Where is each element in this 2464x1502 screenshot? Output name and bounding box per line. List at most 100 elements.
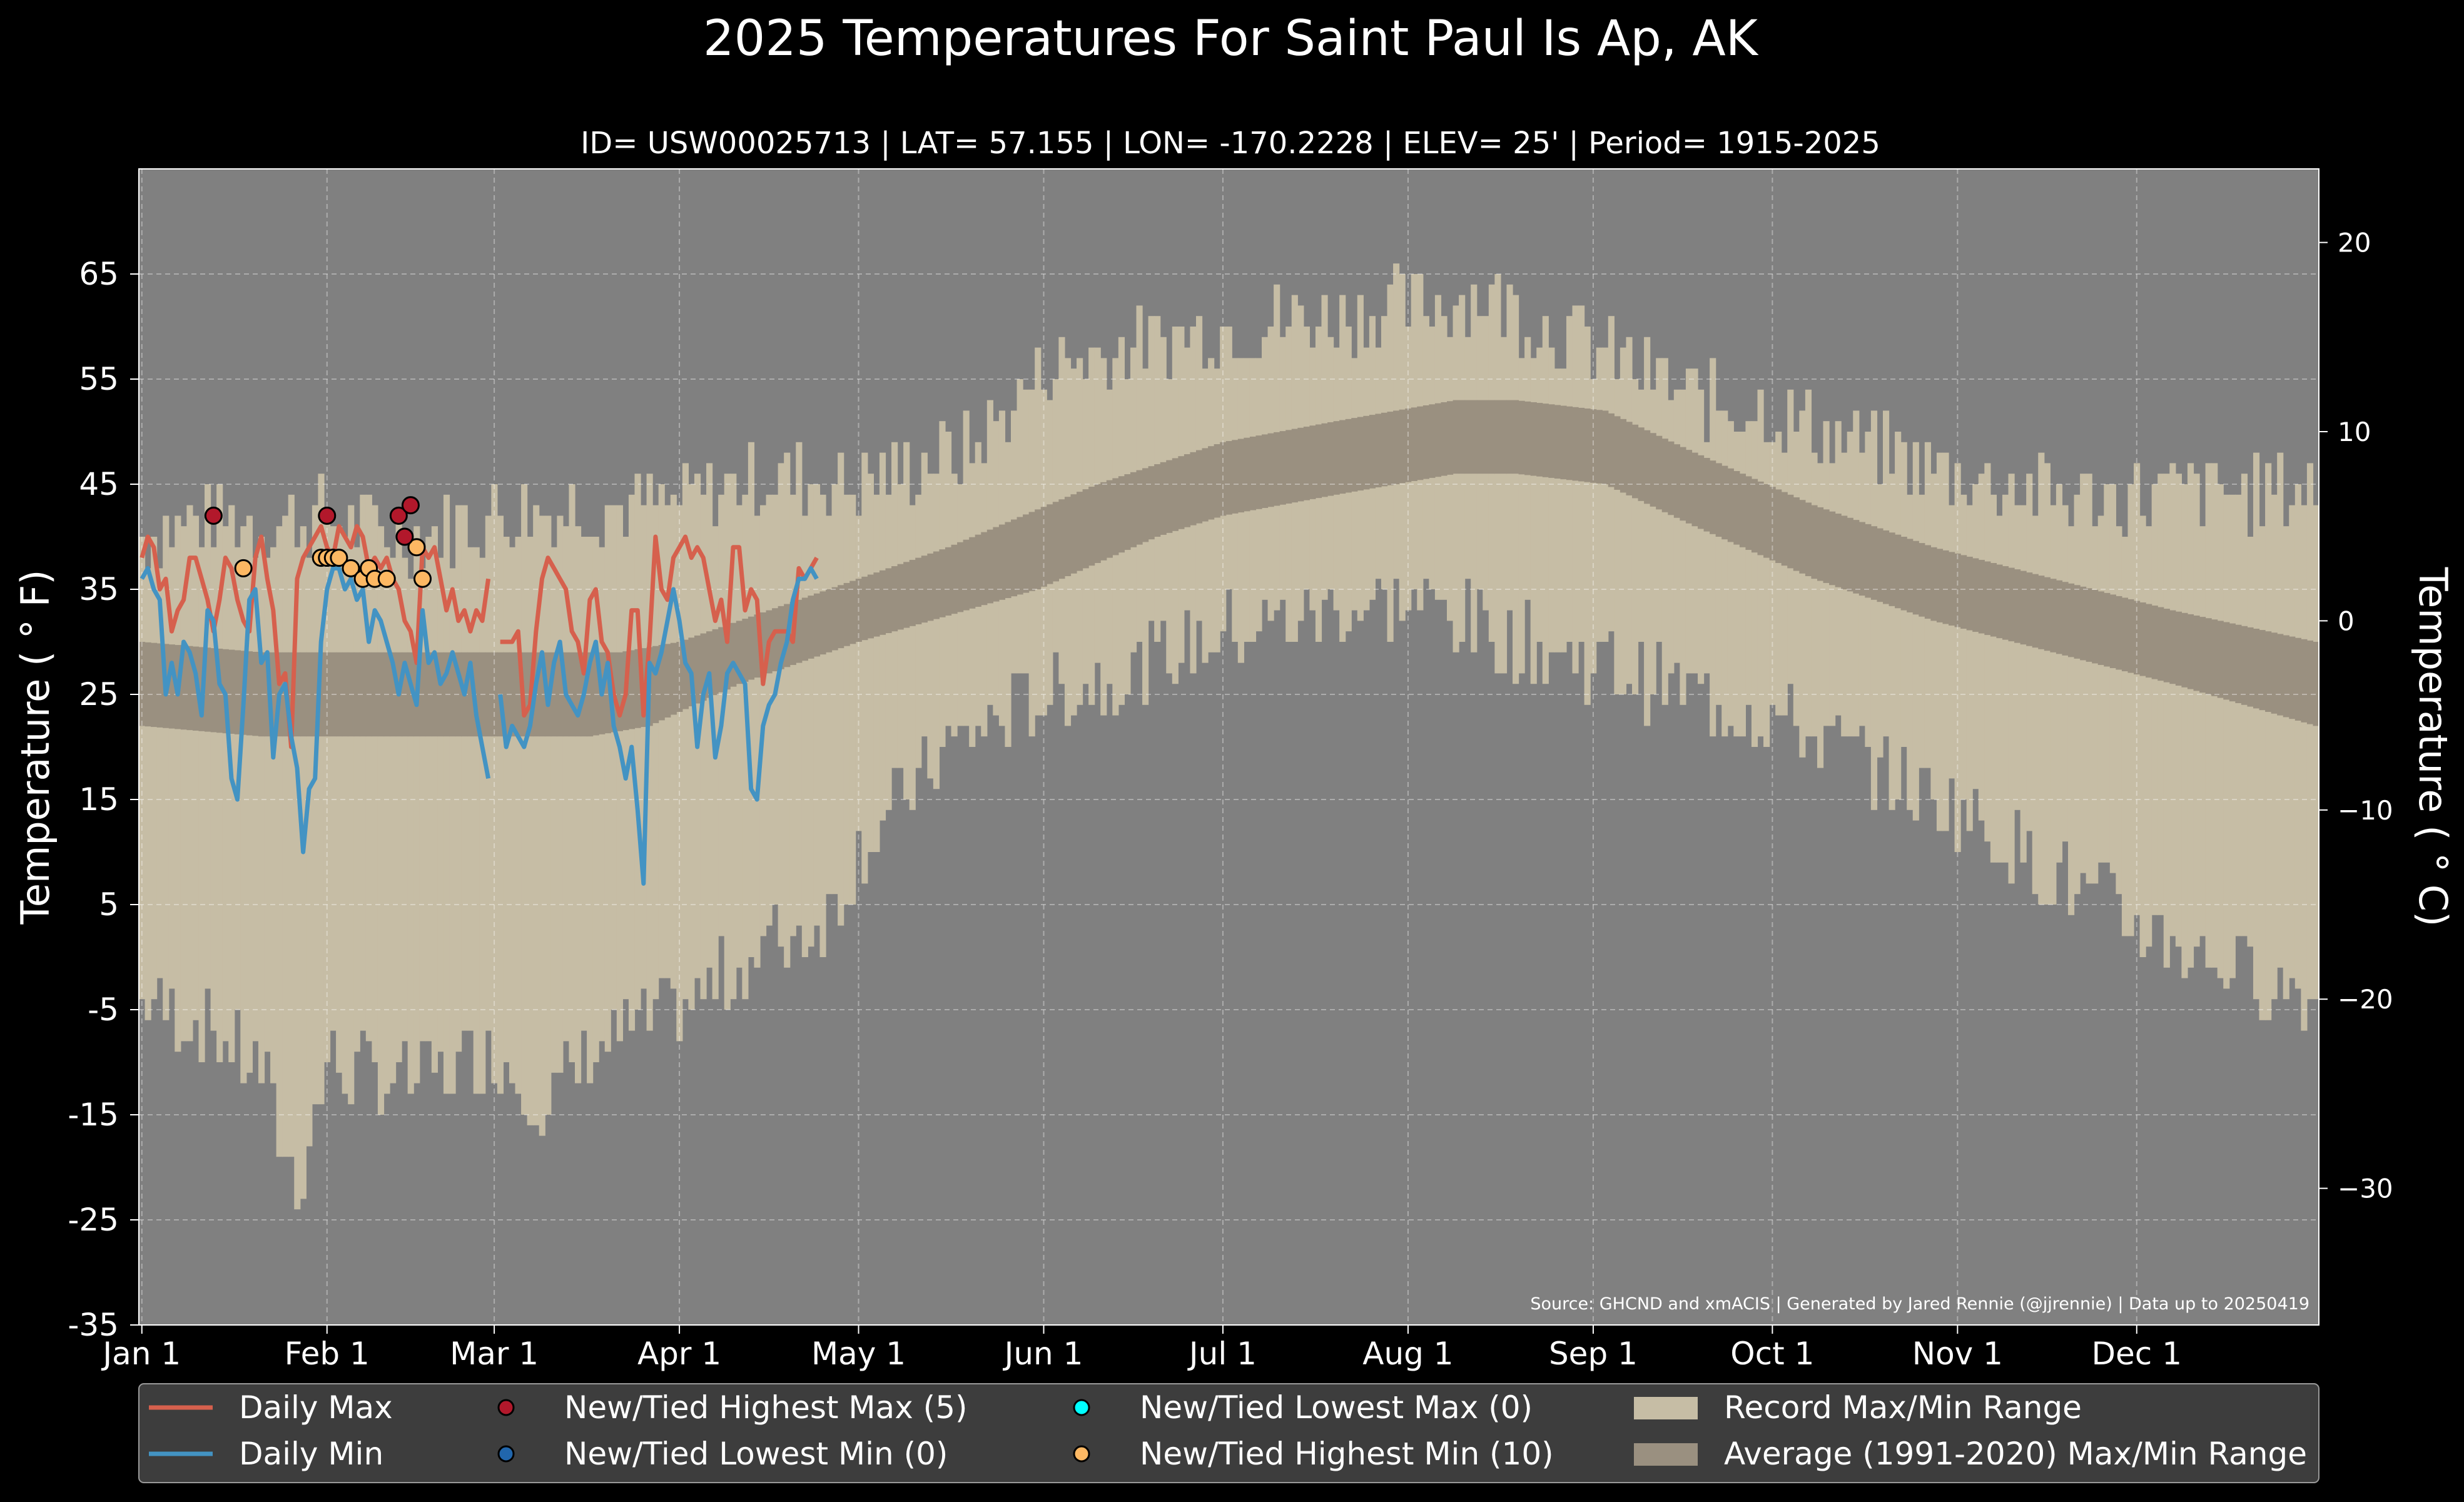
- average-bar: [1058, 499, 1065, 579]
- average-bar: [437, 652, 444, 737]
- average-bar: [1673, 444, 1680, 518]
- average-bar: [1584, 408, 1591, 482]
- record-bar: [216, 484, 223, 1062]
- y-axis-label-right: Temperature ( ° C): [2410, 567, 2456, 927]
- record-bar: [1650, 389, 1656, 694]
- record-bar: [1966, 505, 1973, 831]
- average-bar: [897, 564, 904, 630]
- record-bar: [360, 494, 367, 1031]
- record-bar: [294, 547, 301, 1210]
- new-high-min-point: [330, 549, 348, 567]
- average-bar: [1399, 409, 1406, 484]
- average-bar: [879, 570, 886, 635]
- average-bar: [1184, 454, 1191, 527]
- record-bar: [2217, 484, 2224, 978]
- average-bar: [2151, 606, 2158, 679]
- record-bar: [1745, 421, 1752, 705]
- record-bar: [1494, 274, 1501, 674]
- average-bar: [2008, 567, 2015, 642]
- average-bar: [986, 529, 993, 604]
- record-bar: [742, 494, 749, 1000]
- record-bar: [1739, 432, 1746, 737]
- average-bar: [957, 542, 964, 612]
- y-tick-label: -5: [88, 992, 119, 1028]
- record-bar: [616, 505, 623, 1042]
- record-bar: [652, 505, 659, 1000]
- average-bar: [2283, 635, 2289, 718]
- record-bar: [1942, 452, 1949, 831]
- record-bar: [306, 557, 313, 1147]
- average-bar: [2175, 611, 2182, 686]
- average-bar: [1727, 468, 1734, 542]
- average-bar: [372, 652, 378, 737]
- average-bar: [963, 539, 970, 611]
- average-bar: [1745, 476, 1752, 550]
- average-bar: [1327, 422, 1334, 496]
- average-bar: [634, 649, 641, 728]
- record-bar: [1453, 305, 1459, 652]
- record-bar: [682, 463, 689, 1000]
- record-bar: [2121, 537, 2129, 936]
- average-bar: [407, 652, 414, 737]
- average-bar: [1274, 432, 1280, 506]
- record-bar: [2169, 463, 2176, 936]
- average-bar: [1620, 419, 1627, 493]
- average-bar: [491, 652, 498, 737]
- average-bar: [1656, 435, 1663, 510]
- average-bar: [1835, 514, 1842, 587]
- record-bar: [855, 515, 862, 831]
- average-bar: [186, 646, 193, 731]
- record-bar: [2074, 494, 2081, 895]
- average-bar: [652, 646, 659, 723]
- record-bar: [1668, 400, 1675, 674]
- record-bar: [2062, 505, 2069, 842]
- legend-label: New/Tied Highest Max (5): [564, 1389, 968, 1426]
- record-bar: [2014, 505, 2021, 810]
- legend-label: New/Tied Lowest Max (0): [1140, 1389, 1533, 1426]
- average-bar: [1417, 406, 1424, 480]
- record-bar: [813, 484, 821, 926]
- record-bar: [372, 505, 378, 1062]
- average-bar: [1297, 427, 1304, 502]
- x-tick-label: Mar 1: [450, 1336, 539, 1372]
- y-tick-label: 15: [79, 781, 119, 818]
- record-bar: [1919, 494, 1925, 768]
- average-bar: [742, 619, 749, 682]
- average-bar: [2241, 626, 2248, 705]
- average-bar: [1142, 468, 1149, 542]
- average-bar: [1793, 497, 1800, 571]
- record-bar: [2175, 474, 2182, 947]
- record-bar: [151, 537, 158, 1000]
- average-bar: [724, 625, 731, 690]
- y-tick-label-right: 0: [2338, 606, 2355, 636]
- average-bar: [1668, 441, 1675, 515]
- average-bar: [682, 639, 689, 709]
- record-bar: [1500, 337, 1508, 674]
- y-tick-label: 35: [79, 571, 119, 607]
- average-bar: [1691, 452, 1698, 527]
- record-bar: [2092, 526, 2099, 884]
- record-bar: [2187, 463, 2194, 968]
- average-bar: [772, 608, 779, 672]
- average-bar: [1077, 492, 1083, 571]
- legend-dot-swatch: [1073, 1445, 1090, 1463]
- average-bar: [1035, 509, 1042, 589]
- record-bar: [808, 484, 814, 947]
- average-bar: [1106, 480, 1113, 558]
- record-bar: [1799, 410, 1806, 758]
- average-bar: [2205, 618, 2212, 694]
- average-bar: [1542, 403, 1549, 477]
- record-bar: [1877, 484, 1883, 758]
- record-bar: [2044, 463, 2051, 905]
- average-bar: [1990, 563, 1997, 637]
- record-bar: [342, 537, 348, 1094]
- average-bar: [377, 652, 385, 737]
- y-tick-label-right: −10: [2338, 795, 2393, 826]
- average-bar: [228, 649, 235, 734]
- record-bar: [849, 494, 856, 905]
- record-bar: [288, 494, 295, 1157]
- record-bar: [258, 537, 265, 1083]
- record-bar: [1793, 432, 1800, 726]
- average-bar: [2253, 629, 2260, 709]
